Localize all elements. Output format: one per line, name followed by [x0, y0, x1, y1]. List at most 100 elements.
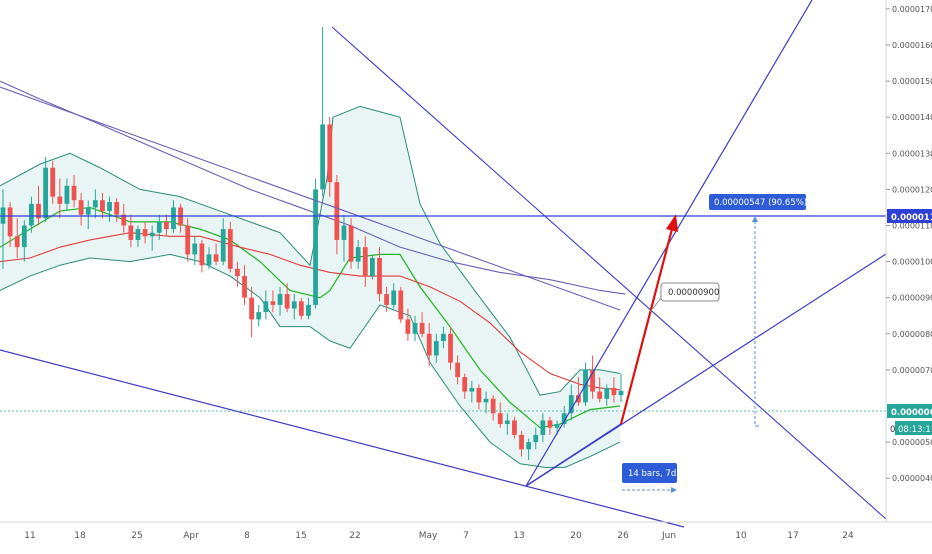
candle-body — [50, 167, 56, 197]
candle — [327, 117, 333, 197]
price-tick-label: 0.00001200 — [892, 185, 932, 194]
measure-arrowhead — [752, 216, 758, 222]
target-price-badge: 0.00001152 — [887, 209, 932, 223]
candle-body — [114, 202, 120, 215]
candle — [519, 431, 524, 457]
time-tick-label: 10 — [735, 531, 747, 541]
candle — [341, 214, 347, 262]
candle-body — [369, 257, 375, 277]
candle — [568, 384, 574, 421]
candle — [405, 308, 411, 342]
candle — [504, 413, 510, 435]
callout-box: 0.00000900 — [660, 282, 720, 302]
candle-body — [412, 322, 418, 334]
candle-body — [263, 301, 269, 313]
candle-body — [298, 301, 304, 316]
trend-support-line — [525, 423, 622, 487]
candle-body — [469, 387, 475, 392]
candle — [419, 312, 425, 338]
candle-body — [121, 214, 127, 226]
time-tick-label: 8 — [244, 531, 250, 541]
candle-body — [192, 243, 198, 255]
candle — [469, 380, 475, 403]
candle-body — [568, 395, 574, 414]
time-tick-label: 24 — [842, 531, 854, 541]
candle-body — [227, 229, 233, 269]
candle — [298, 297, 304, 320]
time-tick-label: 26 — [617, 531, 629, 541]
candle — [540, 413, 546, 443]
time-tick-label: 13 — [513, 531, 524, 541]
candle-body — [199, 243, 205, 266]
price-tick-label: 0.00001300 — [892, 149, 932, 158]
candle-body — [362, 247, 368, 277]
candle-body — [291, 301, 297, 309]
candle — [433, 333, 439, 363]
bars-range-label: 14 bars, 7d — [628, 469, 676, 479]
candle — [334, 174, 340, 255]
candle — [284, 283, 290, 313]
candle — [313, 178, 318, 309]
time-tick-label: 7 — [463, 531, 469, 541]
candle — [121, 203, 127, 233]
price-tick-label: 0.00001100 — [892, 222, 932, 231]
candle-body — [277, 294, 283, 305]
candle — [14, 218, 20, 258]
bollinger-upper — [0, 105, 621, 396]
candle — [29, 196, 34, 233]
candle-body — [476, 387, 482, 403]
candle-body — [163, 221, 169, 230]
price-tick-label: 0.00000400 — [892, 474, 932, 483]
candle-body — [455, 362, 461, 378]
price-tick-label: 0.00000700 — [892, 366, 932, 375]
candle — [256, 304, 262, 327]
candle-body — [618, 390, 624, 396]
candle-body — [575, 395, 581, 403]
candle — [497, 402, 503, 428]
projection-arrow — [619, 228, 674, 425]
candle — [377, 247, 382, 302]
time-axis[interactable]: 11 18 25 Apr 8 15 22 May 7 13 20 26 Jun 10 17 24 — [24, 531, 854, 541]
candle — [100, 193, 105, 219]
target-price-label: 0.00001152 — [891, 213, 932, 223]
candle-body — [171, 207, 176, 230]
candle — [21, 220, 27, 262]
candle-body — [448, 333, 453, 363]
price-tick-label: 0.00000800 — [892, 330, 932, 339]
candle — [362, 236, 368, 287]
ma-red — [0, 232, 621, 391]
candle-body — [533, 434, 539, 443]
candle — [277, 286, 283, 316]
candle-body — [78, 200, 84, 215]
measure-label: 0.00000547 (90.65%) 547 — [714, 198, 826, 208]
candle-body — [135, 229, 141, 240]
countdown-label: 08:13:11 — [898, 425, 932, 435]
candle-body — [334, 182, 340, 240]
candle-body — [583, 369, 588, 403]
candle-body — [554, 424, 560, 428]
candle — [92, 189, 98, 219]
candle-body — [29, 203, 34, 226]
candle — [213, 243, 219, 266]
candle — [412, 315, 418, 342]
projection-arrowhead — [666, 214, 678, 232]
candle-body — [128, 225, 134, 240]
candle-body — [327, 124, 333, 183]
callout-pointer — [649, 297, 662, 313]
candle — [71, 174, 77, 208]
candle-body — [100, 200, 105, 212]
candle — [355, 239, 361, 269]
price-tick-label: 0.00001500 — [892, 77, 932, 86]
price-axis[interactable]: 0.00001700 0.00001600 0.00001500 0.00001400… — [886, 5, 932, 483]
candle — [533, 427, 539, 450]
candle — [398, 286, 404, 323]
candle-body — [92, 200, 98, 208]
candle-body — [426, 333, 432, 356]
candle-body — [306, 304, 311, 316]
partial-price-label: 0 — [890, 425, 895, 435]
candle-body — [398, 290, 404, 320]
candle — [192, 236, 198, 266]
candle — [107, 196, 112, 222]
